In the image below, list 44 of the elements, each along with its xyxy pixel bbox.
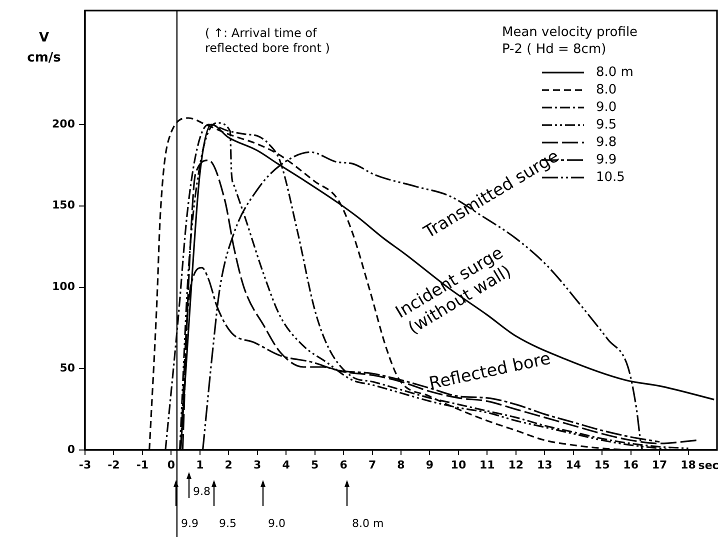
y-tick-label: 0	[67, 442, 76, 456]
x-axis-title: sec	[698, 458, 719, 472]
legend-label: 9.8	[596, 134, 617, 150]
x-tick-label: 14	[566, 458, 582, 472]
x-tick-label: 15	[594, 458, 610, 472]
y-axis-title: V cm/s	[27, 30, 62, 66]
y-tick-label: 200	[52, 117, 76, 130]
x-tick-label: 4	[282, 458, 290, 472]
annotation: Reflected bore	[427, 348, 552, 394]
x-tick-label: 11	[480, 458, 495, 472]
x-tick-label: -2	[108, 458, 120, 472]
legend-label: 9.0	[596, 100, 617, 115]
legend-label: 8.0 m	[596, 64, 634, 80]
x-tick-label: 8	[397, 458, 405, 472]
text: 8.0 m	[352, 516, 384, 530]
x-tick-label: 13	[536, 458, 552, 472]
text: 9.8	[193, 484, 210, 498]
x-tick-label: 2	[224, 458, 232, 472]
legend-label: 9.9	[596, 152, 617, 168]
x-tick-label: 12	[508, 458, 524, 472]
annotation: ( ↑: Arrival time of reflected bore front )	[205, 26, 330, 56]
x-tick-label: 1	[196, 458, 204, 472]
x-tick-label: 18	[680, 458, 696, 472]
text: 9.5	[219, 516, 236, 530]
legend-label: 8.0	[596, 82, 617, 98]
x-tick-label: 3	[254, 458, 262, 472]
x-tick-label: 10	[450, 458, 466, 472]
x-tick-label: 16	[623, 458, 639, 472]
x-tick-label: 9	[426, 458, 434, 472]
text: 9.0	[268, 516, 286, 530]
x-tick-label: -3	[78, 458, 92, 472]
y-tick-label: 150	[52, 198, 76, 212]
legend-title: Mean velocity profile P-2 ( Hd = 8cm)	[502, 24, 638, 57]
legend-label: 10.5	[596, 170, 625, 185]
x-tick-label: -1	[136, 458, 149, 472]
x-tick-label: 0	[167, 458, 176, 472]
x-tick-label: 7	[368, 458, 376, 472]
y-tick-label: 50	[60, 361, 76, 374]
x-tick-label: 6	[340, 458, 348, 472]
x-tick-label: 5	[310, 458, 319, 472]
y-tick-label: 100	[52, 280, 76, 294]
legend-label: 9.5	[596, 117, 617, 132]
text: 9.9	[181, 516, 198, 530]
x-tick-label: 17	[652, 458, 668, 472]
